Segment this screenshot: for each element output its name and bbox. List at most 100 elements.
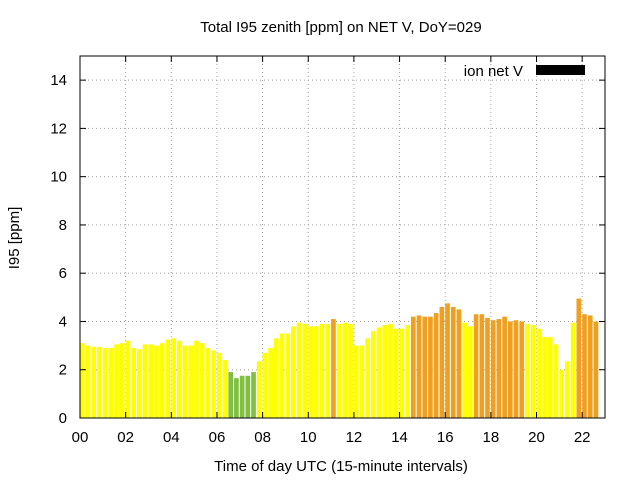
bar	[342, 322, 348, 418]
bar	[325, 323, 331, 418]
y-tick-label: 2	[59, 362, 67, 379]
y-axis-ticks: 0 2 4 6 8 10 12 14	[50, 72, 605, 427]
bar	[416, 315, 422, 418]
bar	[262, 352, 268, 418]
bar	[251, 372, 256, 418]
bar	[502, 316, 507, 418]
bar	[80, 343, 85, 418]
bar	[102, 348, 108, 418]
bar	[525, 323, 530, 418]
bar	[553, 344, 559, 418]
y-tick-label: 14	[50, 72, 67, 89]
bar	[445, 303, 450, 418]
bar	[376, 327, 382, 418]
bar	[194, 340, 199, 418]
bar	[119, 343, 125, 418]
legend-swatch	[536, 65, 585, 75]
bar	[239, 375, 245, 418]
bar	[371, 331, 376, 418]
bar	[587, 315, 593, 418]
x-tick-label: 04	[163, 429, 180, 446]
x-tick-label: 06	[209, 429, 226, 446]
bar	[348, 323, 353, 418]
bar	[405, 325, 410, 418]
bar	[319, 323, 325, 418]
x-tick-label: 22	[574, 429, 591, 446]
bar	[359, 345, 365, 418]
y-tick-label: 12	[50, 120, 67, 137]
bar	[393, 328, 399, 418]
bar	[382, 325, 388, 418]
bar	[137, 349, 142, 418]
bar	[439, 306, 445, 418]
bar	[285, 333, 291, 418]
x-tick-label: 16	[437, 429, 454, 446]
x-tick-label: 20	[528, 429, 545, 446]
bar	[388, 323, 393, 418]
bar	[473, 314, 479, 418]
y-tick-label: 6	[59, 265, 67, 282]
bar	[302, 323, 308, 418]
bar	[291, 326, 296, 418]
bar	[570, 322, 576, 418]
legend-label: ion net V	[464, 63, 523, 80]
bar	[279, 333, 285, 418]
bar	[211, 350, 216, 418]
bar	[154, 345, 159, 418]
bar	[519, 321, 525, 418]
bar	[336, 323, 342, 418]
bar	[313, 326, 319, 418]
bar	[256, 361, 262, 418]
y-tick-label: 4	[59, 313, 67, 330]
bar	[462, 322, 468, 418]
grid-lines	[80, 56, 605, 418]
bar	[268, 348, 273, 418]
bar	[171, 338, 176, 418]
x-tick-label: 02	[117, 429, 134, 446]
bar	[456, 309, 462, 418]
bar	[565, 361, 570, 418]
bar	[331, 319, 336, 418]
bar	[433, 313, 439, 418]
bar	[148, 344, 154, 418]
bar	[530, 325, 536, 418]
bar	[159, 343, 165, 418]
bar	[177, 340, 182, 418]
bar	[97, 346, 102, 418]
bar	[513, 320, 519, 418]
x-tick-label: 10	[300, 429, 317, 446]
plot-frame	[79, 55, 606, 419]
bar	[234, 378, 239, 418]
x-axis-ticks: 00 02 04 06 08 10 12 14 16 18 20 22	[72, 56, 591, 446]
bar	[422, 316, 428, 418]
bar	[91, 346, 97, 418]
bar	[131, 348, 137, 418]
bar	[450, 306, 456, 418]
bar	[108, 348, 114, 418]
y-axis-label: I95 [ppm]	[6, 207, 23, 270]
bar	[507, 321, 513, 418]
x-tick-label: 12	[346, 429, 363, 446]
bar	[593, 321, 599, 418]
bar-series	[80, 298, 599, 418]
bar	[222, 360, 228, 418]
bar	[274, 338, 279, 418]
bar	[125, 340, 131, 418]
bar	[536, 328, 542, 418]
bar	[582, 314, 587, 418]
x-tick-label: 08	[254, 429, 271, 446]
bar	[490, 320, 496, 418]
bar	[399, 328, 405, 418]
bar	[576, 298, 582, 418]
bar	[216, 352, 222, 418]
bar	[542, 337, 547, 418]
bar	[182, 345, 188, 418]
bar	[199, 343, 205, 418]
bar	[228, 372, 234, 418]
y-tick-label: 8	[59, 217, 67, 234]
bar	[428, 316, 433, 418]
bar	[142, 344, 148, 418]
bar	[353, 345, 359, 418]
bar	[245, 375, 251, 418]
